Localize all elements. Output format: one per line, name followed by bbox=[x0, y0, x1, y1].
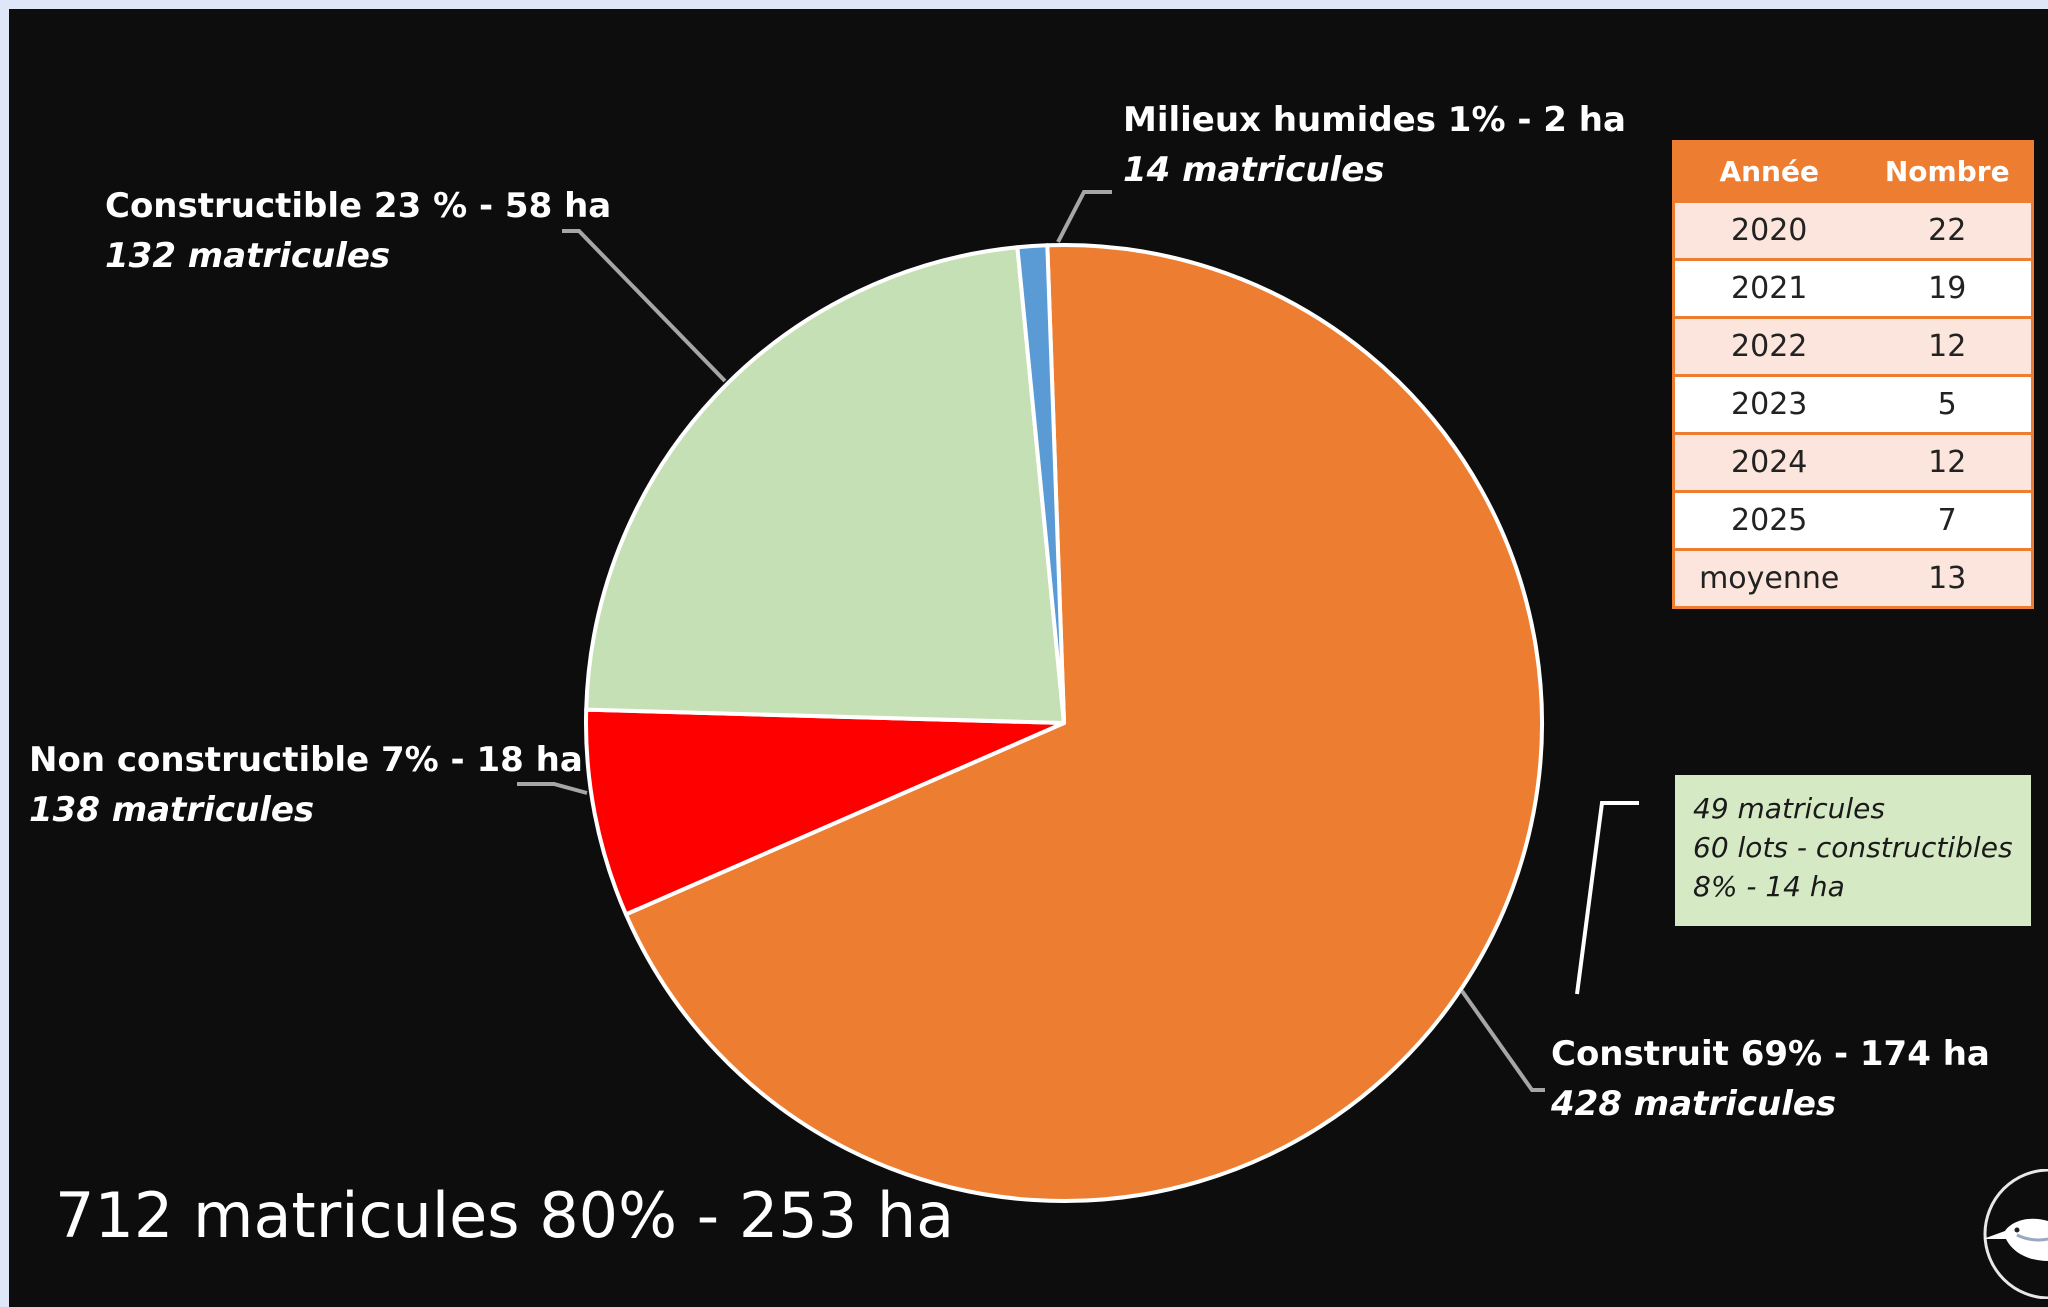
cell-count: 7 bbox=[1863, 490, 2033, 550]
table-header-row: Année Nombre bbox=[1673, 141, 2033, 202]
table-row: 2022 12 bbox=[1673, 316, 2033, 376]
header-nombre: Nombre bbox=[1863, 141, 2033, 202]
pie-slice-non-constructible bbox=[584, 707, 1066, 917]
header-annee: Année bbox=[1673, 141, 1864, 202]
label-construit-line1: Construit 69% - 174 ha bbox=[1551, 1034, 1990, 1074]
year-count-table: Année Nombre 2020 22 2021 19 2022 12 202… bbox=[1672, 140, 2034, 609]
label-milieux-line2: 14 matricules bbox=[1123, 150, 1385, 190]
label-milieux-humides: Milieux humides 1% - 2 ha 14 matricules bbox=[1123, 95, 1626, 195]
leader-line-constructible bbox=[562, 229, 727, 383]
cell-count: 12 bbox=[1863, 432, 2033, 492]
cell-count: 5 bbox=[1863, 374, 2033, 434]
note-line-1: 49 matricules bbox=[1693, 792, 1885, 825]
cell-year: 2024 bbox=[1673, 432, 1864, 492]
label-non-constructible-line2: 138 matricules bbox=[29, 790, 315, 830]
leader-line-non-constructible bbox=[517, 782, 588, 795]
cell-year: 2020 bbox=[1673, 200, 1864, 260]
cell-year: moyenne bbox=[1673, 548, 1864, 608]
cell-year: 2021 bbox=[1673, 258, 1864, 318]
label-non-constructible: Non constructible 7% - 18 ha 138 matricu… bbox=[29, 735, 583, 835]
label-constructible-line2: 132 matricules bbox=[105, 236, 391, 276]
cell-year: 2022 bbox=[1673, 316, 1864, 376]
cell-year: 2023 bbox=[1673, 374, 1864, 434]
label-non-constructible-line1: Non constructible 7% - 18 ha bbox=[29, 740, 583, 780]
pie-slice-construit bbox=[623, 243, 1544, 1203]
cell-count: 19 bbox=[1863, 258, 2033, 318]
label-constructible: Constructible 23 % - 58 ha 132 matricule… bbox=[105, 181, 611, 281]
note-line-2: 60 lots - constructibles bbox=[1693, 831, 2013, 864]
cell-count: 12 bbox=[1863, 316, 2033, 376]
note-line-3: 8% - 14 ha bbox=[1693, 870, 1845, 903]
table-row: 2021 19 bbox=[1673, 258, 2033, 318]
label-milieux-line1: Milieux humides 1% - 2 ha bbox=[1123, 100, 1626, 140]
cell-count: 22 bbox=[1863, 200, 2033, 260]
constructible-lots-note: 49 matricules 60 lots - constructibles 8… bbox=[1675, 775, 2031, 926]
pie-chart bbox=[517, 190, 1639, 1203]
summary-total: 712 matricules 80% - 253 ha bbox=[55, 1179, 955, 1252]
bird-logo-icon bbox=[1983, 1169, 2048, 1299]
pie-slice-constructible bbox=[584, 245, 1066, 725]
table-row-average: moyenne 13 bbox=[1673, 548, 2033, 608]
chart-area: Milieux humides 1% - 2 ha 14 matricules … bbox=[9, 9, 2048, 1307]
cell-year: 2025 bbox=[1673, 490, 1864, 550]
table-row: 2023 5 bbox=[1673, 374, 2033, 434]
table-row: 2025 7 bbox=[1673, 490, 2033, 550]
leader-line-note bbox=[1575, 801, 1639, 995]
cell-count: 13 bbox=[1863, 548, 2033, 608]
table-row: 2020 22 bbox=[1673, 200, 2033, 260]
label-construit-line2: 428 matricules bbox=[1551, 1084, 1837, 1124]
table-row: 2024 12 bbox=[1673, 432, 2033, 492]
label-constructible-line1: Constructible 23 % - 58 ha bbox=[105, 186, 612, 226]
label-construit: Construit 69% - 174 ha 428 matricules bbox=[1551, 1029, 1990, 1129]
pie-slice-milieux-humides bbox=[1015, 243, 1066, 725]
leader-line-milieux bbox=[1056, 190, 1112, 243]
leader-line-construit bbox=[1460, 989, 1545, 1092]
